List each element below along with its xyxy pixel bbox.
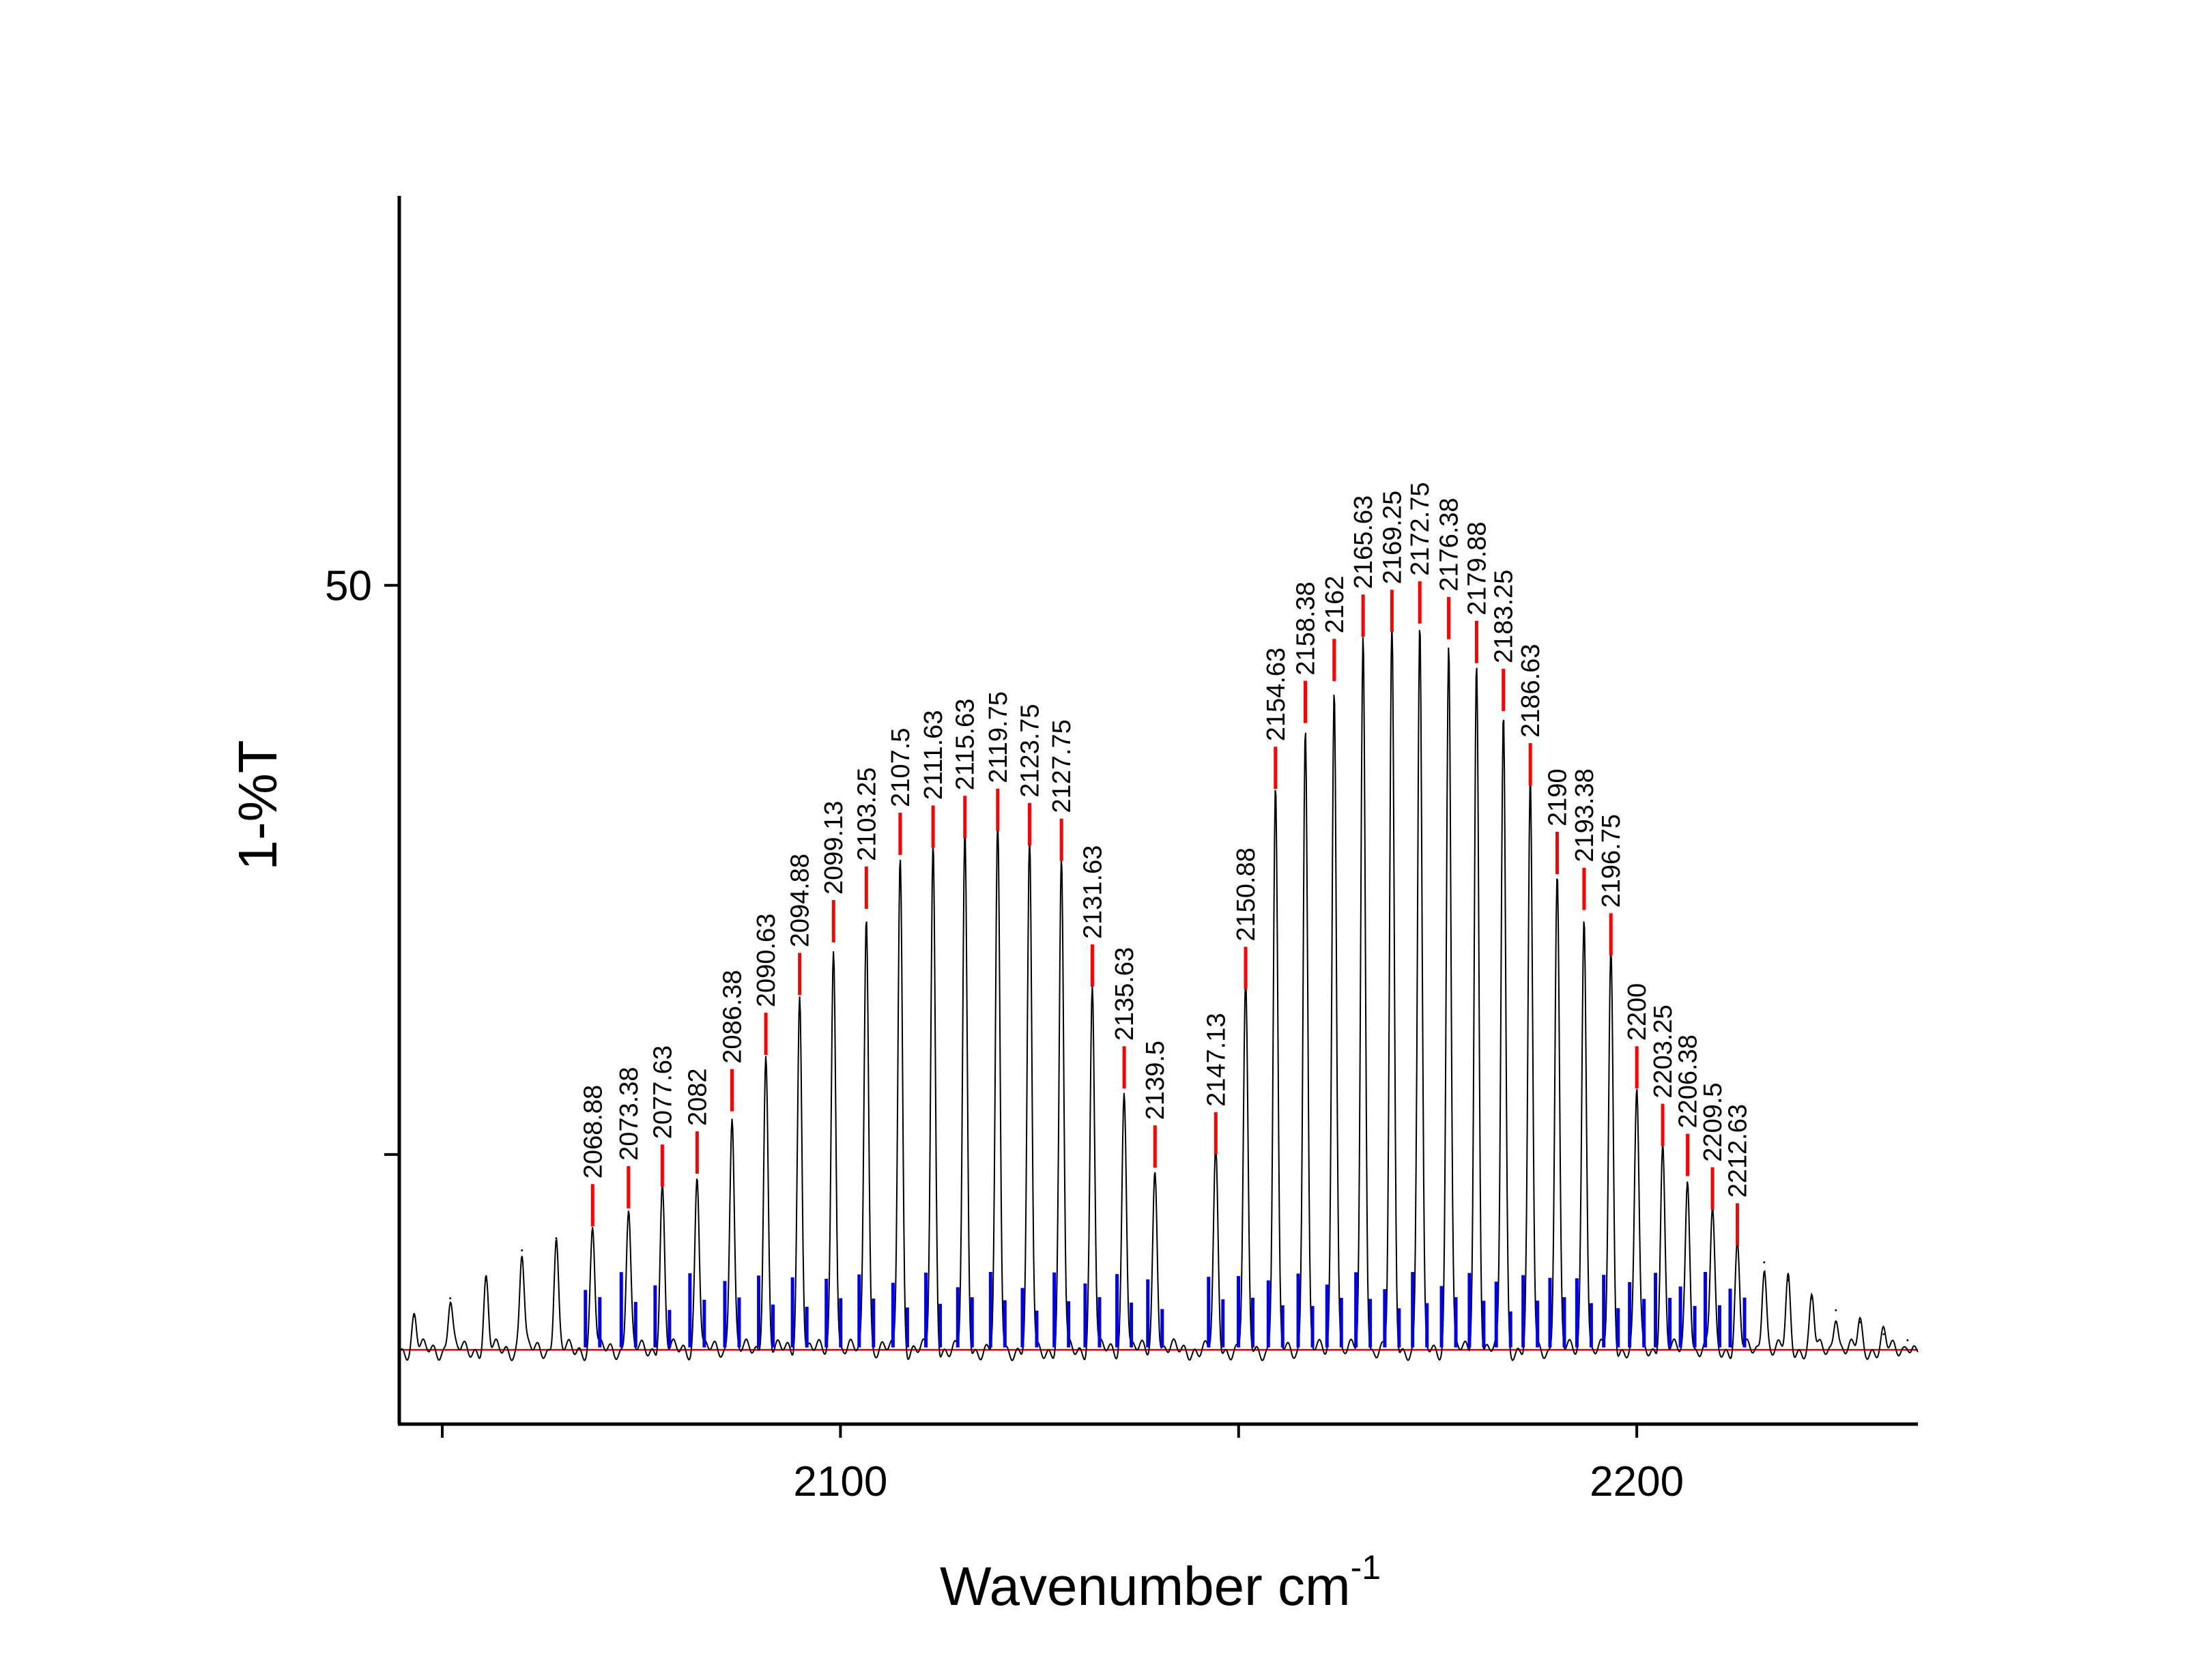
spectrum-line (399, 622, 1919, 1362)
peak-label: 2196.75 (1597, 814, 1626, 908)
peak-label: 2206.38 (1674, 1034, 1703, 1128)
peak-label: 2107.5 (887, 728, 915, 807)
peak-label: 2111.63 (919, 710, 948, 800)
unlabeled-peak-point (1859, 1321, 1861, 1324)
stick-layer (584, 1271, 1747, 1348)
peak-label: 2103.25 (852, 768, 881, 861)
y-axis-title: 1-%T (227, 740, 288, 870)
peak-label: 2154.63 (1262, 648, 1291, 741)
peak-label: 2119.75 (984, 691, 1013, 783)
peak-label: 2150.88 (1232, 848, 1261, 941)
peak-label: 2158.38 (1292, 581, 1321, 675)
peak-label: 2123.75 (1016, 704, 1045, 797)
peak-label: 2147.13 (1202, 1013, 1231, 1107)
peak-label: 2139.5 (1141, 1041, 1170, 1120)
peak-label: 2077.63 (648, 1045, 677, 1139)
x-axis-title: Wavenumber cm-1 (940, 1548, 1381, 1617)
unlabeled-peak-point (1811, 1297, 1813, 1300)
unlabeled-peak-point (1835, 1309, 1837, 1312)
spectrum-layer (399, 622, 1919, 1362)
peak-label: 2183.25 (1490, 570, 1519, 663)
peak-label: 2135.63 (1110, 947, 1139, 1041)
peak-label: 2172.75 (1406, 482, 1435, 576)
peak-label: 2127.75 (1048, 719, 1076, 813)
unlabeled-peak-point (449, 1297, 452, 1300)
unlabeled-peak-point (485, 1279, 487, 1281)
peak-label: 2099.13 (820, 801, 848, 895)
peak-label: 2176.38 (1435, 497, 1464, 591)
x-tick-label: 2100 (793, 1458, 887, 1505)
peak-label: 2193.38 (1570, 768, 1599, 862)
unlabeled-peak-point (413, 1315, 416, 1318)
peak-label: 2068.88 (579, 1085, 607, 1178)
peak-label: 2209.5 (1699, 1082, 1727, 1161)
peak-label: 2203.25 (1649, 1004, 1678, 1098)
x-tick-label: 2200 (1590, 1458, 1684, 1505)
peak-label: 2115.63 (951, 699, 980, 791)
peak-label: 2165.63 (1349, 495, 1378, 589)
unlabeled-peak-point (1763, 1261, 1766, 1264)
axes-layer (397, 196, 1918, 1426)
peak-label: 2186.63 (1517, 644, 1545, 738)
peak-label: 2073.38 (615, 1067, 644, 1161)
peak-label: 2162 (1321, 576, 1349, 634)
peak-label: 2179.88 (1463, 522, 1491, 615)
peak-label: 2090.63 (752, 914, 781, 1007)
peak-label: 2200 (1623, 983, 1652, 1041)
peak-label-layer: 2068.88 2073.38 2077.63 20822086.382090.632… (579, 482, 1752, 1198)
peak-label: 2212.63 (1724, 1104, 1753, 1198)
peak-label: 2190 (1544, 768, 1573, 826)
y-tick-label: 50 (325, 563, 372, 610)
peak-label: 2086.38 (719, 970, 747, 1063)
peak-label: 2094.88 (786, 854, 815, 947)
unlabeled-peak-point (1882, 1333, 1885, 1335)
peak-label: 2169.25 (1378, 491, 1407, 584)
peak-marker-layer (590, 581, 1739, 1246)
unlabeled-peak-point (1906, 1339, 1909, 1342)
unlabeled-peak-point (521, 1249, 523, 1251)
unlabeled-peak-point (1787, 1279, 1790, 1281)
unlabeled-peak-point (555, 1237, 558, 1240)
peak-label: 2131.63 (1078, 845, 1107, 939)
tick-layer: 2100 2200 50 (325, 563, 1684, 1505)
peak-label: 2082 (683, 1068, 712, 1126)
